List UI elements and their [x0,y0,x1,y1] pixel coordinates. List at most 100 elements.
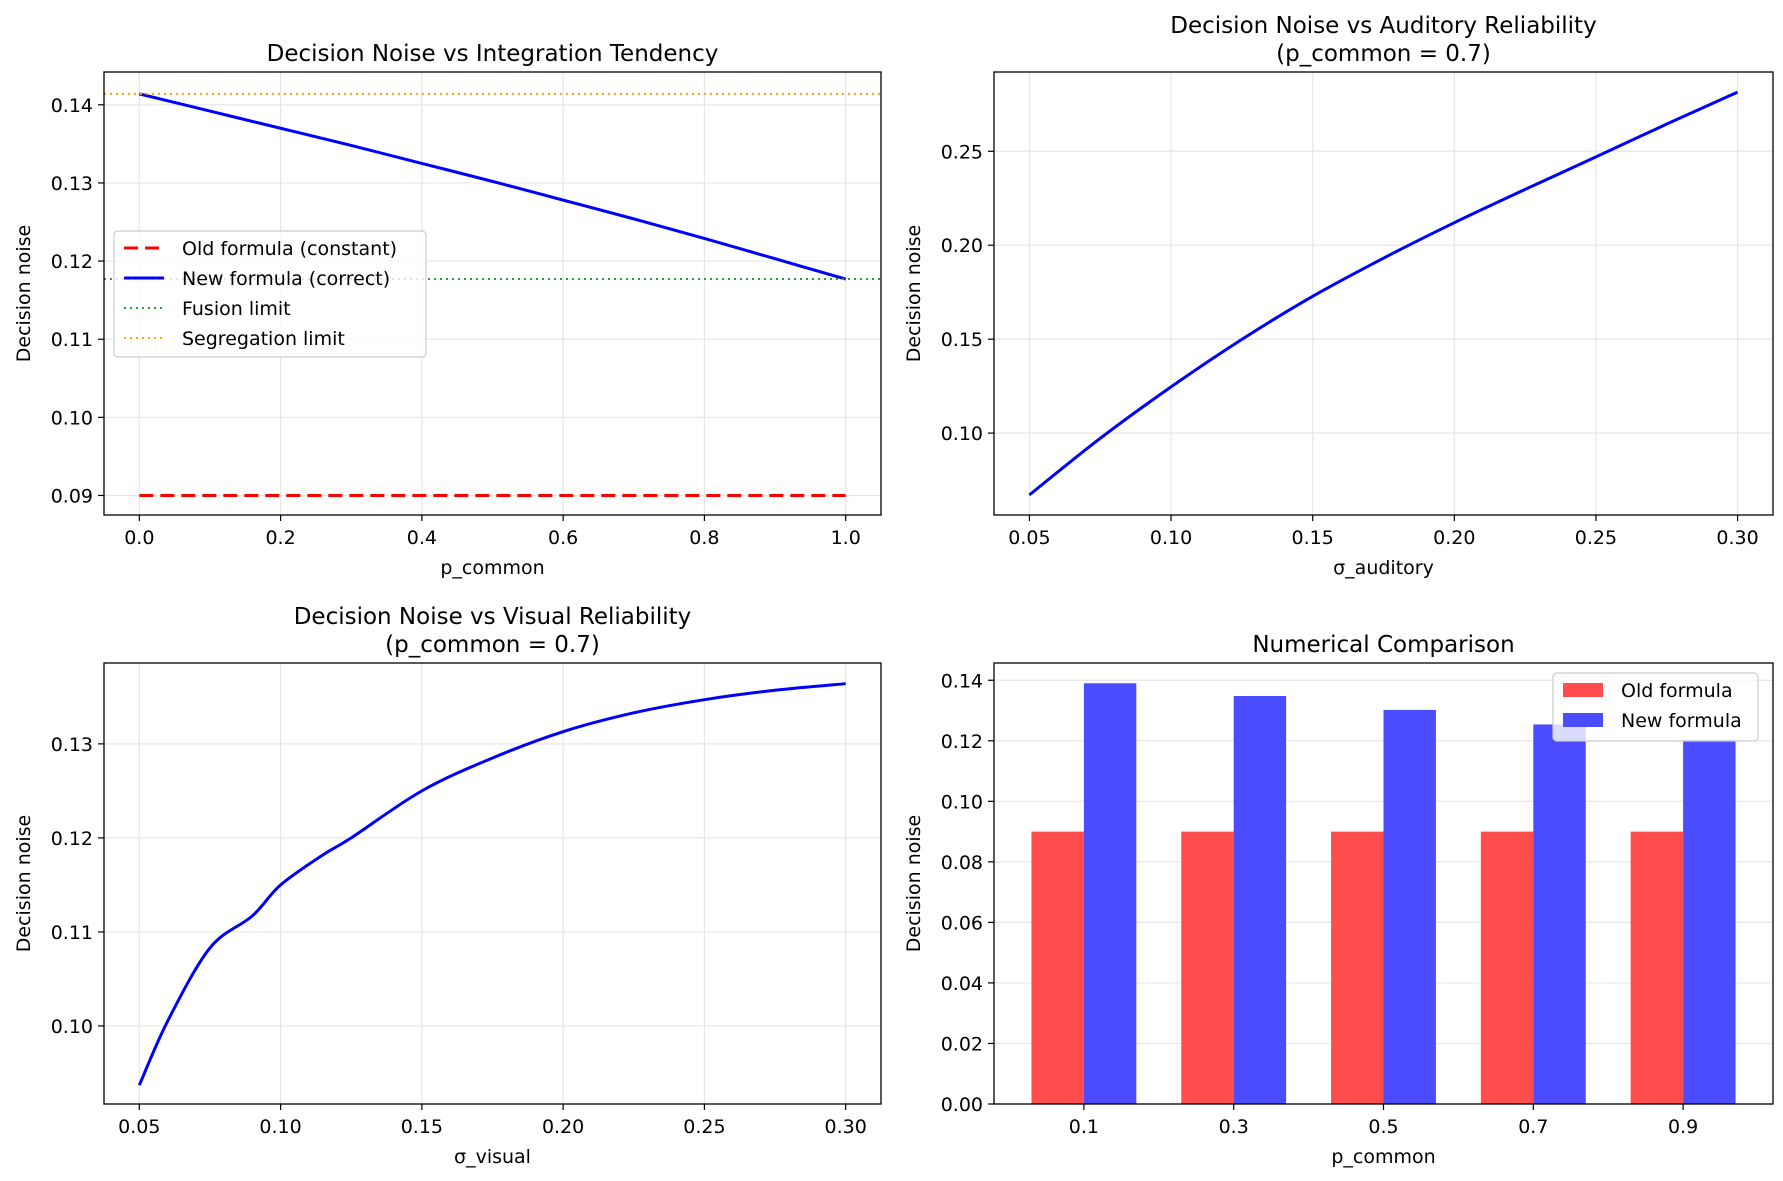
x-tick-label: 0.30 [825,1116,867,1138]
series-line [137,682,846,1086]
bar-new-formula-0.5 [1383,709,1436,1104]
x-axis-label: p_common [440,557,544,579]
y-tick-label: 0.13 [51,173,93,195]
x-axis-ticks: 0.05 0.10 0.15 0.20 0.25 0.30 [118,1104,867,1138]
x-tick-label: 0.1 [1069,1116,1099,1138]
x-tick-label: 0.25 [683,1116,725,1138]
y-tick-label: 0.10 [51,1016,93,1038]
legend-label: Fusion limit [182,298,291,320]
x-tick-label: 0.7 [1518,1116,1548,1138]
chart-subtitle: (p_common = 0.7) [385,632,600,658]
y-tick-label: 0.02 [941,1033,983,1055]
bar-old-formula-0.5 [1331,831,1384,1104]
x-axis-label: p_common [1331,1146,1435,1168]
x-axis-label: σ_auditory [1333,557,1434,579]
y-tick-label: 0.12 [941,731,983,753]
bar-old-formula-0.7 [1480,831,1534,1104]
y-tick-label: 0.25 [941,141,983,163]
plot-area [1031,683,1736,1104]
bar-old-formula-0.9 [1630,831,1684,1104]
y-tick-label: 0.12 [51,251,93,273]
y-tick-label: 0.15 [941,329,983,351]
legend-label: Segregation limit [182,328,345,350]
chart-panel-2: 0.05 0.10 0.15 0.20 0.25 0.30 0.10 0.15 0.20 0.25… [903,13,1774,579]
x-axis-label: σ_visual [454,1146,531,1168]
x-tick-label: 0.10 [1150,527,1192,549]
y-tick-label: 0.14 [941,670,983,692]
legend-swatch [1563,713,1603,727]
grid [994,72,1773,515]
axes-frame [103,71,882,516]
legend-box [113,230,427,358]
chart-title: Decision Noise vs Integration Tendency [267,41,719,67]
bar-new-formula-0.7 [1533,724,1586,1104]
bar-new-formula-0.9 [1683,739,1736,1104]
legend-box [1552,672,1759,742]
plot-area [104,92,881,497]
chart-subtitle: (p_common = 0.7) [1276,41,1491,67]
y-tick-label: 0.10 [51,407,93,429]
y-axis-ticks: 0.10 0.15 0.20 0.25 [941,141,994,445]
x-tick-label: 0.15 [401,1116,443,1138]
axes-frame [993,71,1774,516]
x-tick-label: 0.20 [542,1116,584,1138]
x-tick-label: 0.30 [1716,527,1758,549]
y-tick-label: 0.00 [941,1094,983,1116]
y-tick-label: 0.13 [51,734,93,756]
x-axis-ticks: 0.0 0.2 0.4 0.6 0.8 1.0 [124,515,861,549]
x-tick-label: 0.05 [118,1116,160,1138]
y-tick-label: 0.08 [941,852,983,874]
y-tick-label: 0.11 [51,329,93,351]
chart-panel-3: 0.05 0.10 0.15 0.20 0.25 0.30 0.10 0.11 0.12 0.13… [13,604,882,1168]
new-formula-correct-line [138,92,847,281]
x-axis-ticks: 0.1 0.3 0.5 0.7 0.9 [1069,1104,1698,1138]
axes-frame [103,662,882,1105]
y-tick-label: 0.04 [941,973,983,995]
y-axis-label: Decision noise [13,225,35,362]
y-axis-ticks: 0.10 0.11 0.12 0.13 [51,734,104,1038]
legend-label: Old formula (constant) [182,238,397,260]
x-tick-label: 0.0 [124,527,154,549]
series-line [1028,90,1739,497]
y-axis-label: Decision noise [903,225,925,362]
legend: Old formula (constant) New formula (corre… [113,230,427,358]
x-tick-label: 0.10 [259,1116,301,1138]
legend-swatch [1563,683,1603,697]
y-tick-label: 0.20 [941,235,983,257]
y-tick-label: 0.06 [941,912,983,934]
y-tick-label: 0.12 [51,828,93,850]
bar-new-formula-0.1 [1083,683,1137,1104]
chart-title: Decision Noise vs Auditory Reliability [1170,13,1596,39]
x-axis-ticks: 0.05 0.10 0.15 0.20 0.25 0.30 [1008,515,1759,549]
y-axis-ticks: 0.09 0.10 0.11 0.12 0.13 0.14 [51,95,104,507]
x-tick-label: 0.9 [1668,1116,1698,1138]
chart-title: Numerical Comparison [1252,632,1514,658]
x-tick-label: 0.3 [1219,1116,1249,1138]
bar-old-formula-0.3 [1181,831,1234,1104]
y-tick-label: 0.10 [941,423,983,445]
x-tick-label: 0.05 [1008,527,1050,549]
y-axis-label: Decision noise [903,815,925,952]
x-tick-label: 0.15 [1292,527,1334,549]
legend-label: New formula (correct) [182,268,390,290]
chart-panel-1: 0.0 0.2 0.4 0.6 0.8 1.00.090.100.110.120.130.… [13,41,882,579]
bar-new-formula-0.3 [1233,695,1287,1104]
y-axis-ticks: 0.00 0.02 0.04 0.06 0.08 0.10 0.12 0.14 [941,670,994,1116]
x-tick-label: 0.5 [1368,1116,1398,1138]
chart-panel-4: 0.1 0.3 0.5 0.7 0.90.000.020.040.060.080.100… [903,632,1774,1168]
legend: Old formula New formula [1552,672,1759,742]
x-tick-label: 1.0 [831,527,861,549]
plot-area [1028,90,1739,497]
y-tick-label: 0.14 [51,95,93,117]
chart-title: Decision Noise vs Visual Reliability [294,604,692,630]
y-tick-label: 0.09 [51,485,93,507]
bar-old-formula-0.1 [1031,831,1084,1104]
y-axis-label: Decision noise [13,815,35,952]
y-tick-label: 0.10 [941,791,983,813]
x-tick-label: 0.25 [1575,527,1617,549]
plot-area [137,682,846,1086]
x-tick-label: 0.4 [407,527,437,549]
x-tick-label: 0.6 [548,527,578,549]
legend-label: New formula [1621,710,1742,732]
